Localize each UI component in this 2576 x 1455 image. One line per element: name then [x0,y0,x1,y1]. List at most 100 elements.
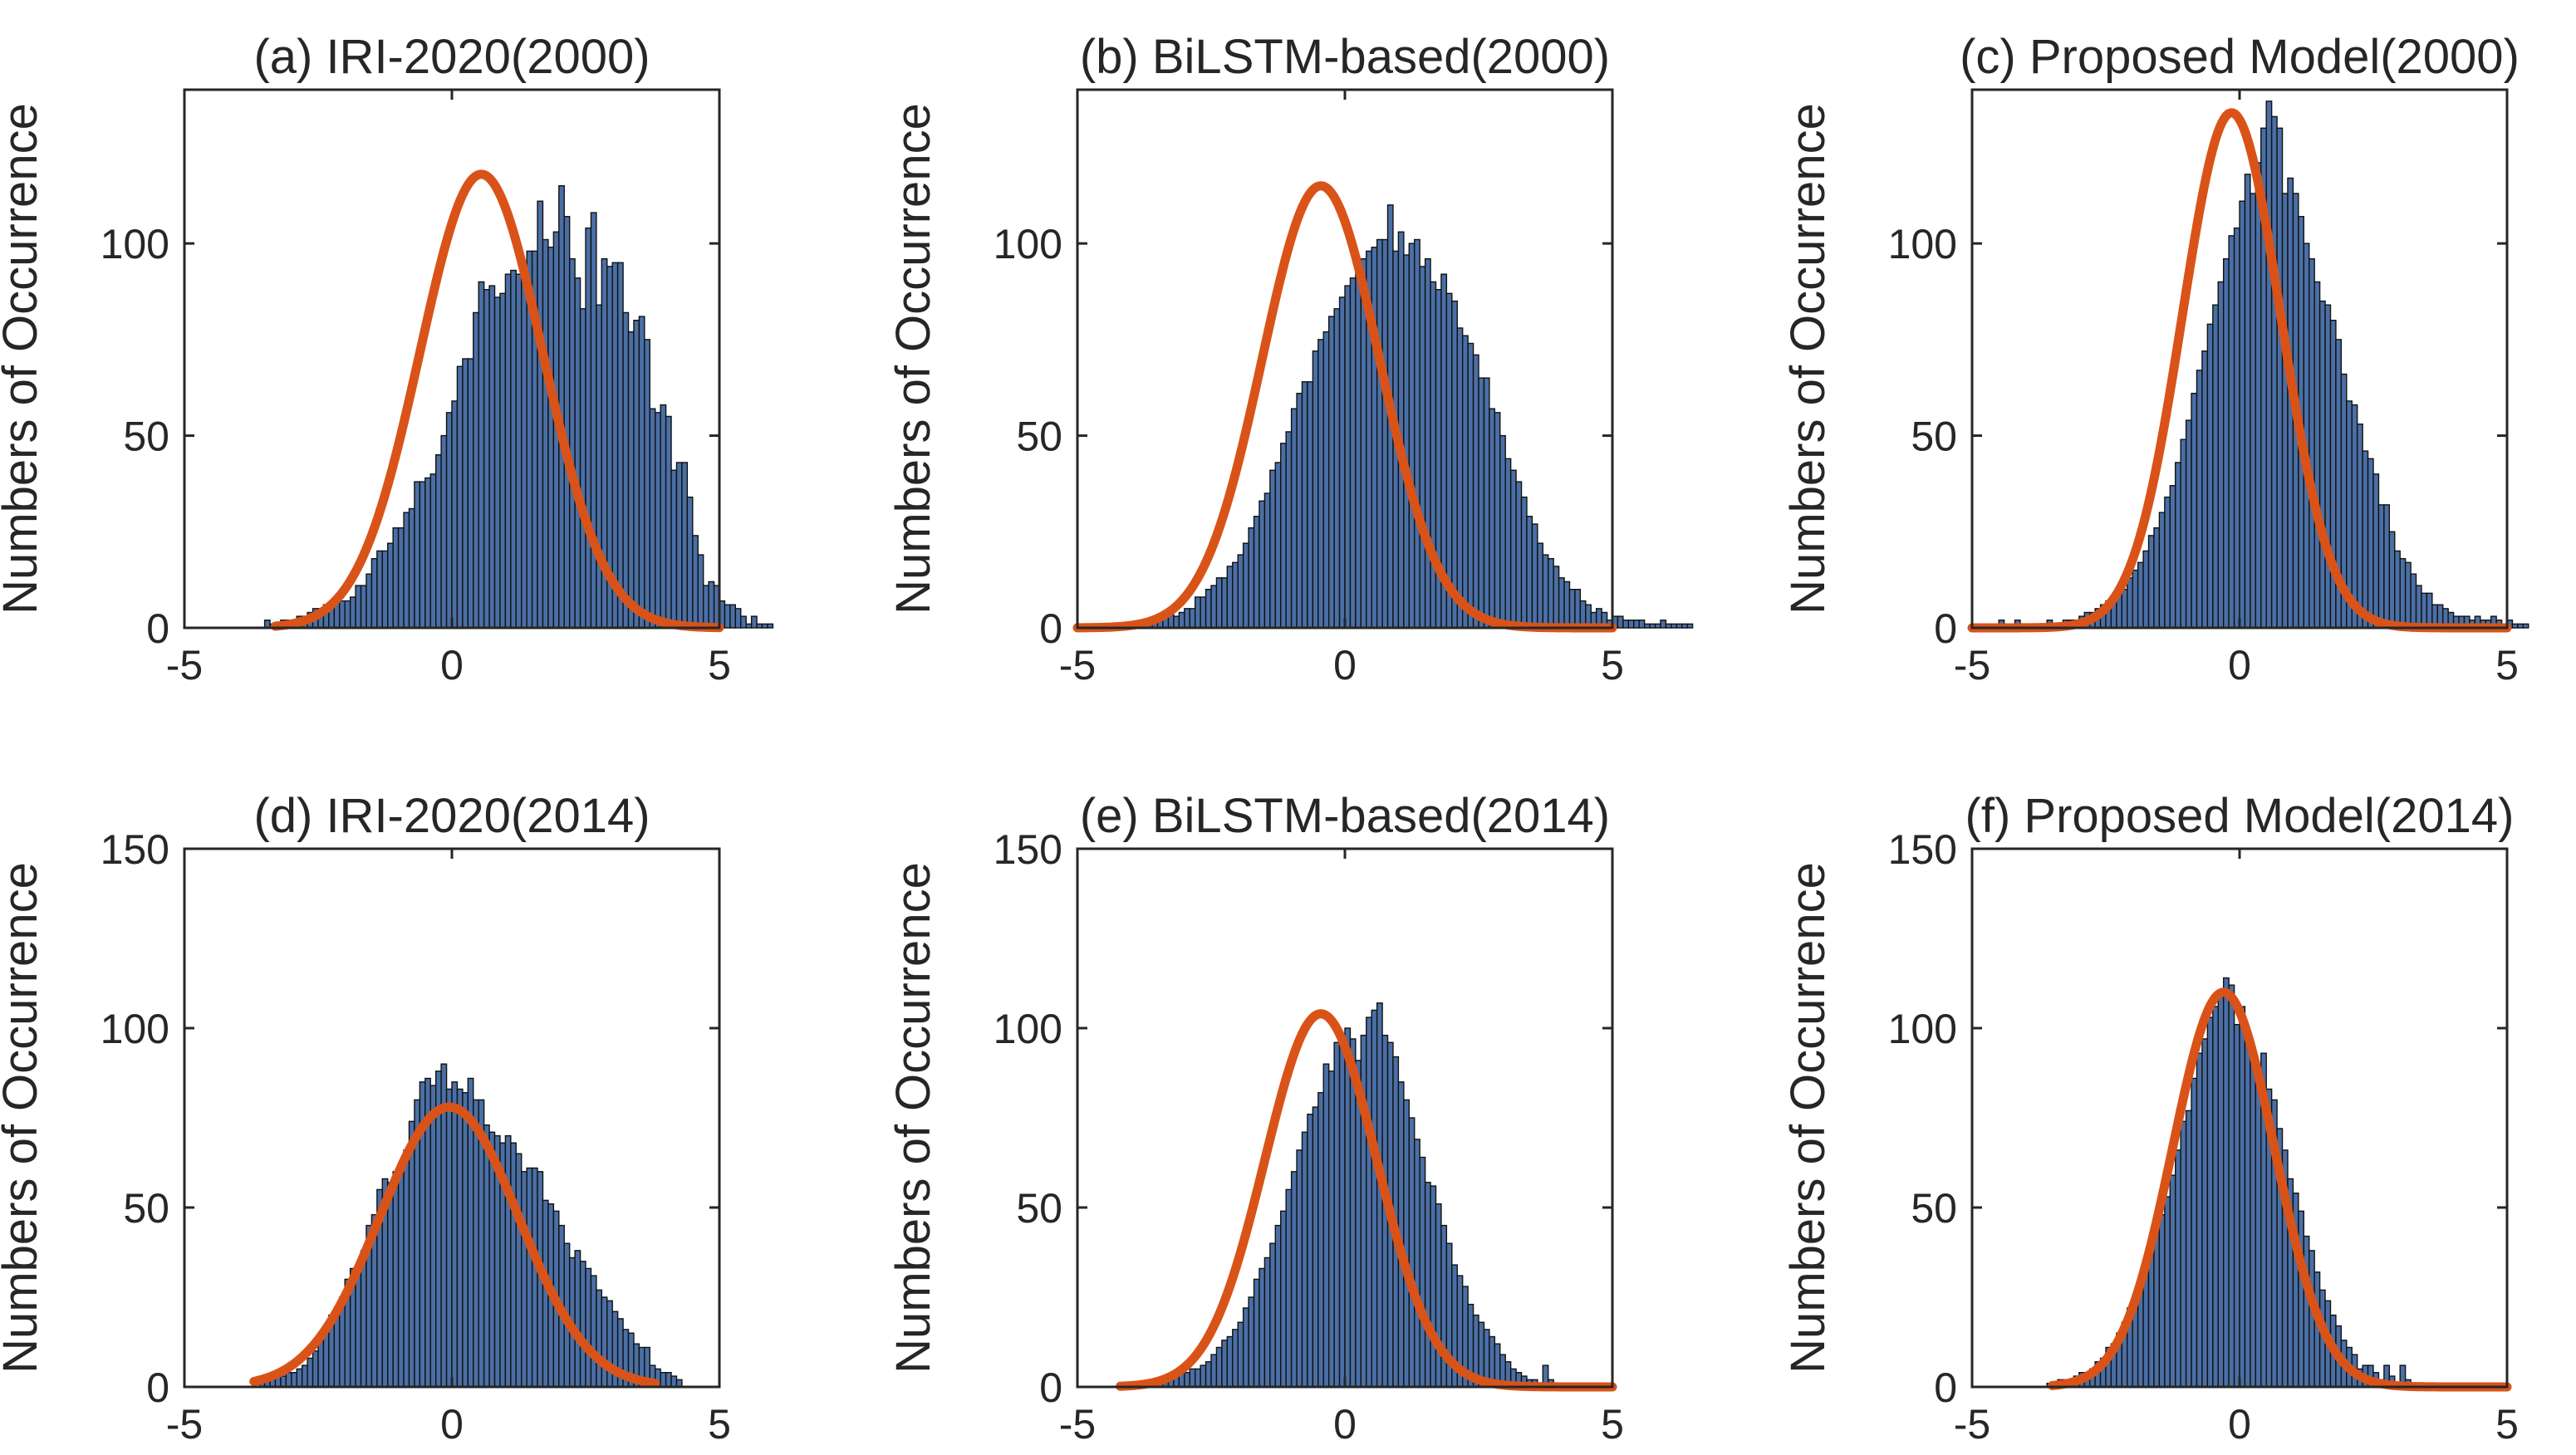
histogram-bar [611,262,619,629]
histogram-bar [1526,516,1533,629]
histogram-bar [2142,550,2150,629]
histogram-bar [1440,1224,1448,1388]
histogram-bar [2383,504,2391,629]
histogram-bar [1221,1340,1229,1388]
histogram-bar [1489,408,1496,629]
histogram-bar [675,462,683,629]
histogram-bar [456,1088,464,1388]
y-tick-label: 50 [1016,1185,1062,1232]
histogram-bar [1232,561,1239,629]
histogram-bar [579,308,586,629]
histogram-bar [2394,550,2401,629]
histogram-bar [355,1264,362,1388]
histogram-bar [301,1364,308,1388]
x-tick-label: 5 [708,642,731,688]
histogram-bar [2362,450,2369,629]
histogram-bar [622,311,630,629]
histogram-bar [2356,423,2363,629]
y-tick-label: 100 [1888,221,1957,267]
histogram-bar [434,1070,442,1388]
histogram-bar [1435,1203,1442,1388]
histogram-bar [521,1171,527,1388]
histogram-bar [2255,1066,2262,1388]
histogram-bar [381,550,389,629]
histogram-bar [1312,350,1319,629]
histogram-bar [1509,469,1517,629]
histogram-bar [1215,577,1223,629]
x-tick-label: -5 [166,642,203,688]
histogram-bar [1338,296,1346,629]
histogram-bar [547,247,555,629]
x-tick-label: 0 [2228,642,2251,688]
histogram-bar [1649,623,1656,629]
histogram-bar [1242,542,1249,629]
chart-title: (f) Proposed Model(2014) [1965,789,2515,843]
histogram-bar [2212,1006,2219,1388]
y-tick-label: 50 [1911,1185,1957,1232]
histogram-bar [1344,1027,1352,1388]
histogram-bar [445,1088,453,1388]
histogram-bar [2228,984,2235,1388]
histogram-bar [1285,431,1293,629]
histogram-bar [1290,408,1298,629]
histogram-bar [627,331,635,629]
histogram-bar [750,615,758,629]
histogram-bar [1408,242,1416,629]
histogram-bar [2158,1213,2166,1388]
histogram-bar [1226,1335,1234,1388]
histogram-bar [1548,557,1554,629]
histogram-bar [317,1340,325,1388]
y-tick-label: 100 [101,221,169,267]
histogram-bar [665,415,672,629]
histogram-bar [2244,1038,2251,1388]
histogram-bar [1312,1106,1319,1388]
histogram-bar [2522,623,2529,629]
histogram-bar [2137,561,2144,629]
histogram-bar [2426,592,2433,629]
x-tick-label: -5 [1954,1401,1990,1448]
histogram-bar [644,339,650,629]
histogram-bar [2228,235,2235,629]
histogram-bar [2511,623,2519,629]
histogram-bar [1274,1224,1282,1388]
histogram-bar [2180,1120,2187,1388]
histogram-bar [2196,370,2203,629]
x-tick-label: -5 [1954,642,1990,688]
histogram-bar [531,1167,538,1388]
histogram-bar [493,296,501,629]
x-tick-label: 5 [708,1401,731,1448]
histogram-bar [633,320,640,629]
histogram-bar [1263,1257,1271,1388]
histogram-bar [1322,1063,1330,1388]
histogram-bar [504,273,512,629]
histogram-bar [2196,1052,2203,1388]
histogram-bar [1403,1099,1410,1388]
histogram-bar [2239,200,2246,629]
chart-title: (a) IRI-2020(2000) [253,30,650,84]
histogram-bar [563,216,571,629]
histogram-bar [1467,342,1474,629]
histogram-bar [1671,623,1677,629]
histogram-bar [2324,304,2332,629]
histogram-bar [2132,569,2139,629]
y-axis-label: Numbers of Occurrence [0,103,47,615]
histogram-bar [1558,577,1565,629]
histogram-bar [1403,254,1410,629]
histogram-bar [1574,589,1582,629]
histogram-bar [1681,623,1688,629]
histogram-bar [1499,434,1506,629]
histogram-bar [767,623,774,629]
histogram-bar [2121,589,2128,629]
histogram-bar [2309,1250,2315,1388]
histogram-bar [2206,1017,2214,1388]
histogram-bar [403,1149,410,1388]
histogram-bar [1654,623,1661,629]
histogram-bar [1248,527,1255,629]
histogram-bar [510,1142,517,1388]
histogram-bar [1232,1329,1239,1388]
y-tick-label: 0 [1039,605,1062,652]
histogram-bar [280,1375,287,1388]
histogram-bar [1424,257,1431,629]
